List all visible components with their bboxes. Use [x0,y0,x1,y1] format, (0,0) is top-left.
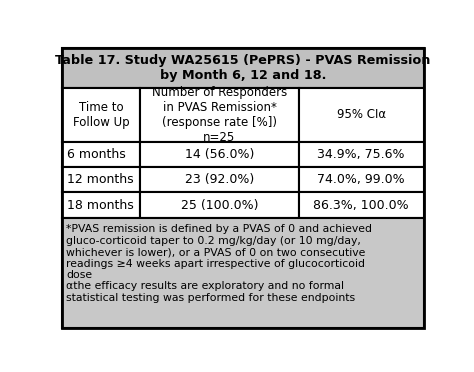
Text: αthe efficacy results are exploratory and no formal
statistical testing was perf: αthe efficacy results are exploratory an… [66,281,356,303]
Text: 14 (56.0%): 14 (56.0%) [185,148,254,161]
Bar [63,48,423,88]
Bar [299,88,423,142]
Bar [299,167,423,192]
Bar [299,142,423,167]
Bar [63,142,140,167]
Text: *PVAS remission is defined by a PVAS of 0 and achieved
gluco­corticoid taper to : *PVAS remission is defined by a PVAS of … [66,224,372,280]
Bar [299,192,423,218]
Bar [140,192,299,218]
Text: 23 (92.0%): 23 (92.0%) [185,173,254,186]
Text: 18 months: 18 months [67,199,134,212]
Text: 12 months: 12 months [67,173,134,186]
Text: 34.9%, 75.6%: 34.9%, 75.6% [318,148,405,161]
Bar [63,167,140,192]
Text: Time to
Follow Up: Time to Follow Up [73,101,129,129]
Text: Table 17. Study WA25615 (PePRS) - PVAS Remission
by Month 6, 12 and 18.: Table 17. Study WA25615 (PePRS) - PVAS R… [55,54,430,82]
Text: 95% CIα: 95% CIα [337,108,386,121]
Bar [140,142,299,167]
Bar [63,218,423,328]
Text: 86.3%, 100.0%: 86.3%, 100.0% [313,199,409,212]
Text: 74.0%, 99.0%: 74.0%, 99.0% [318,173,405,186]
Bar [140,167,299,192]
Bar [63,88,140,142]
Bar [140,88,299,142]
Text: 25 (100.0%): 25 (100.0%) [181,199,258,212]
Text: 6 months: 6 months [67,148,126,161]
Bar [63,192,140,218]
Text: Number of Responders
in PVAS Remission*
(response rate [%])
n=25: Number of Responders in PVAS Remission* … [152,86,287,144]
